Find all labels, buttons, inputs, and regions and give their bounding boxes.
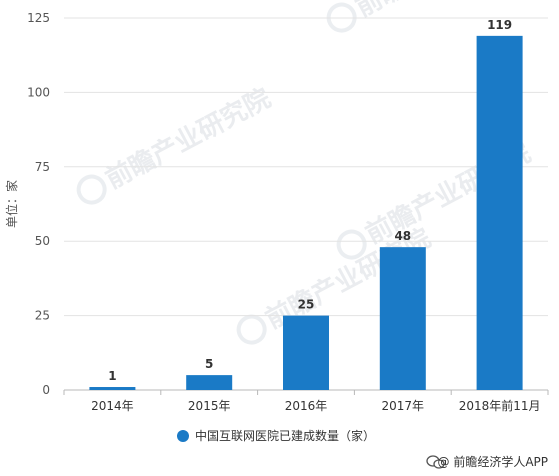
labels: 0 25 50 75 100 125 单位：家 1 2014年 5 2015年 25 2016年 48 20…: [4, 11, 541, 413]
watermark-logo-icon: [326, 2, 357, 33]
y-tick-label: 100: [27, 85, 50, 99]
x-tick-label: 2015年: [188, 399, 231, 413]
legend-marker: [177, 430, 189, 442]
credit-text: @ 前瞻经济学人APP: [438, 454, 549, 469]
legend-entry: 中国互联网医院已建成数量（家）: [195, 428, 375, 443]
y-tick-label: 25: [35, 309, 50, 323]
y-tick-label: 125: [27, 11, 50, 25]
y-tick-label: 75: [35, 160, 50, 174]
wechat-icon-bubble: [433, 459, 445, 469]
bar: [476, 35, 523, 391]
data-label: 48: [394, 229, 411, 243]
wechat-icon: [426, 455, 445, 469]
bar: [283, 315, 329, 390]
watermark-group: 前瞻产业研究院: [76, 82, 276, 205]
bar: [379, 247, 426, 390]
y-tick-label: 0: [42, 383, 50, 397]
bar: [186, 375, 233, 390]
y-axis-title: 单位：家: [4, 180, 19, 228]
data-label: 119: [487, 18, 512, 32]
y-tick-label: 50: [35, 234, 50, 248]
bar: [89, 387, 136, 390]
x-tick-label: 2017年: [382, 399, 425, 413]
data-label: 1: [108, 369, 116, 383]
credit: @ 前瞻经济学人APP: [426, 454, 549, 469]
watermark-logo-icon: [76, 174, 107, 205]
bars: [89, 35, 523, 391]
data-label: 25: [298, 298, 315, 312]
watermark-text: 前瞻产业研究院: [100, 82, 275, 195]
x-tick-label: 2014年: [91, 399, 134, 413]
x-tick-label: 2016年: [285, 399, 328, 413]
watermark-logo-icon: [236, 314, 267, 345]
x-tick-label: 2018年前11月: [459, 398, 541, 413]
legend: 中国互联网医院已建成数量（家）: [177, 428, 375, 443]
watermark-logo-icon: [336, 229, 367, 260]
data-label: 5: [205, 357, 213, 371]
